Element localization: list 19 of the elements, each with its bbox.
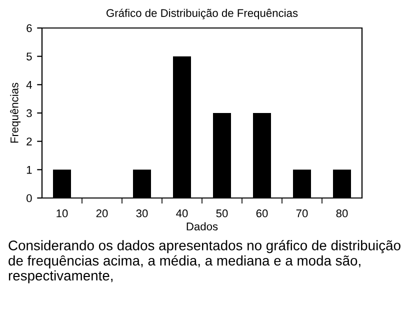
x-tick-label: 50	[216, 209, 228, 218]
y-tick-label: 5	[26, 52, 32, 60]
x-tick-label: 20	[96, 209, 108, 218]
y-tick-label: 0	[26, 194, 32, 202]
y-tick-label: 2	[26, 138, 32, 146]
y-tick-label: 1	[26, 166, 32, 174]
y-tick-label: 3	[26, 109, 32, 118]
x-tick-label: 10	[56, 209, 68, 218]
x-tick-label: 80	[336, 209, 348, 218]
x-tick-label: 30	[136, 209, 148, 218]
text: Considerando os dados apresentados no gráfico de distribuição de frequências acima, a média, a mediana e a moda são, respectivamente,	[8, 240, 400, 284]
x-tick-label: 40	[176, 209, 188, 218]
x-axis-title: Dados	[186, 222, 218, 230]
chart-title: Gráfico de Distribuição de Frequências	[106, 8, 298, 20]
x-tick-label: 70	[296, 209, 308, 218]
y-tick-label: 4	[26, 81, 32, 89]
y-tick-label: 6	[26, 24, 32, 32]
y-axis-title: Frequências	[10, 82, 21, 143]
x-tick-label: 60	[256, 209, 268, 218]
